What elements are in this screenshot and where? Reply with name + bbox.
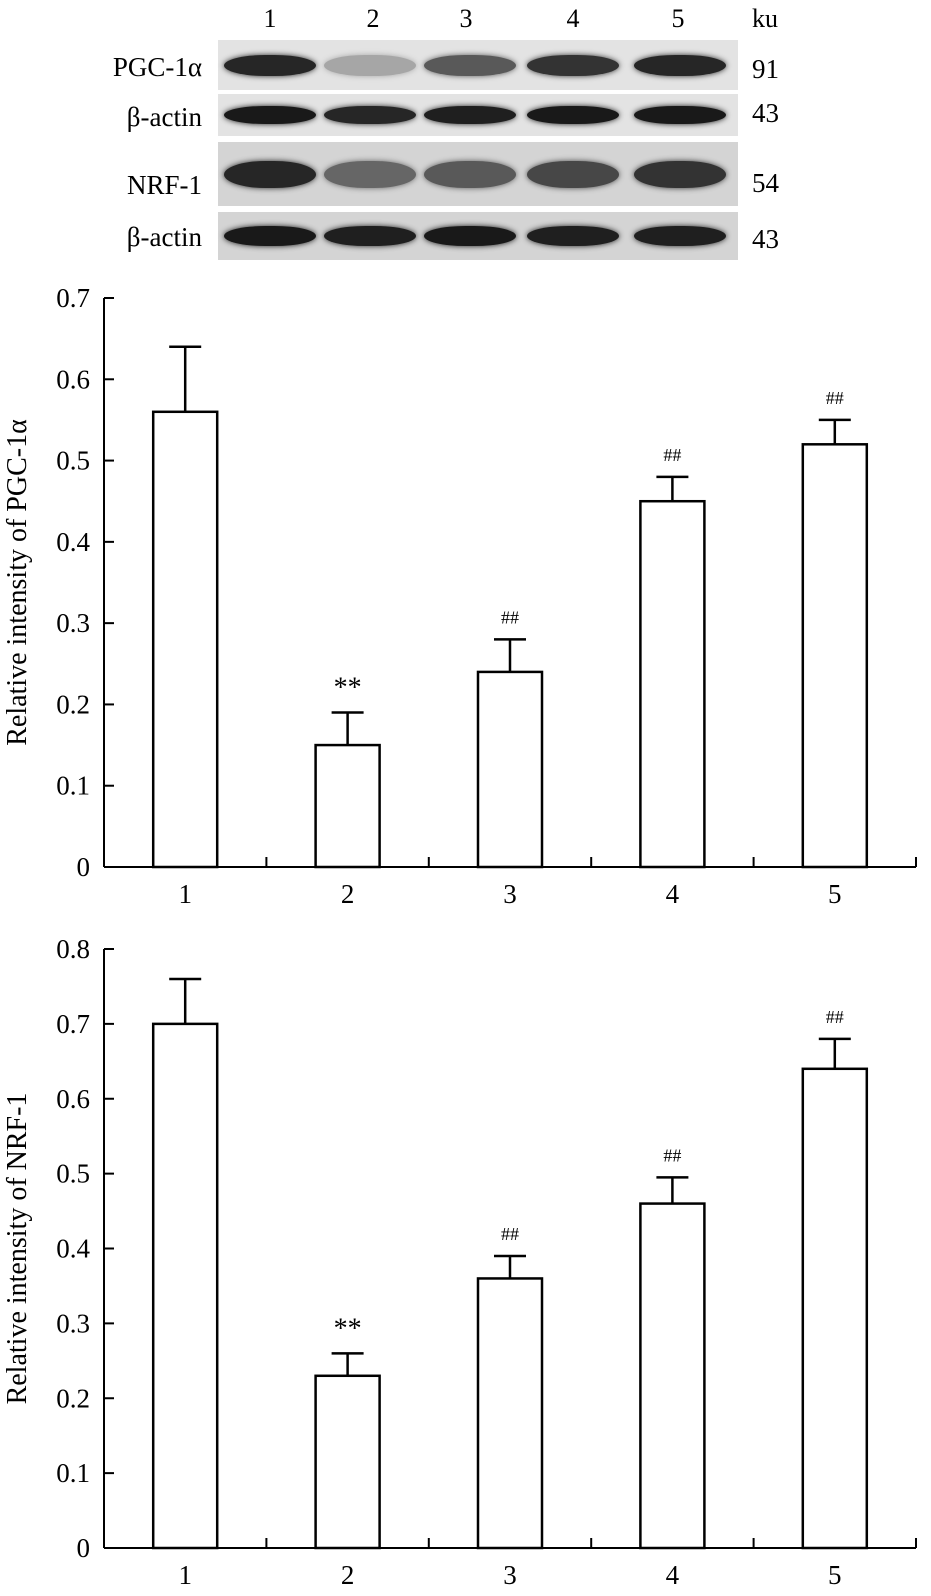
x-tick-label: 5 [828,1560,842,1590]
blot-strip-nrf1 [218,142,738,206]
blot-band [224,106,316,124]
blot-strip-actin-2 [218,212,738,260]
bar [639,1202,706,1550]
significance-label: ** [334,1313,362,1344]
significance-label: ## [663,445,681,465]
x-tick-label: 3 [503,879,517,909]
y-tick-label: 0.7 [56,283,90,313]
blot-band [324,161,416,188]
blot-band [324,226,416,246]
x-tick-label: 1 [178,1560,192,1590]
bar [151,410,219,869]
y-tick-label: 0 [77,1533,91,1563]
blot-band [424,161,516,188]
blot-strip-pgc1a [218,40,738,90]
bar [476,670,544,869]
blot-band [324,55,416,76]
blot-band [527,161,619,188]
y-tick-label: 0.2 [56,1383,90,1413]
blot-band [527,55,619,76]
x-tick-label: 1 [178,879,192,909]
blot-band [224,161,316,188]
molecular-weight-unit: ku [752,4,778,33]
blot-mw-nrf1: 54 [752,168,779,198]
blot-row-label-actin-2: β-actin [126,222,202,252]
blot-mw-actin-1: 43 [752,98,779,128]
significance-label: ## [501,607,519,627]
y-tick-label: 0.4 [56,527,90,557]
pgc1a-bar-chart: 0 0.1 0.2 0.3 0.4 0.5 0.6 0.7 1 2 ** 3 ## 4 ## 5 ## Relat… [2,283,917,909]
blot-band [527,106,619,124]
y-tick-label: 0.8 [56,934,90,964]
blot-band [634,55,726,76]
y-tick-label: 0.2 [56,689,90,719]
bar [151,1022,219,1550]
western-blot-panel: 1 2 3 4 5 ku PGC-1α β-actin NRF-1 β-acti… [0,0,931,280]
x-tick-label: 5 [828,879,842,909]
y-tick-label: 0.5 [56,1159,90,1189]
blot-band [324,106,416,124]
blot-band [634,161,726,188]
x-tick-label: 2 [341,879,355,909]
y-axis-label: Relative intensity of NRF-1 [2,1093,33,1405]
x-tick-label: 3 [503,1560,517,1590]
bar [801,443,869,869]
x-tick-label: 4 [666,1560,680,1590]
bar [476,1277,544,1550]
y-tick-label: 0.3 [56,1308,90,1338]
blot-band [224,55,316,76]
bar [314,1374,381,1550]
blot-band [224,226,316,246]
y-axis-label: Relative intensity of PGC-1α [2,419,33,746]
bar [801,1067,869,1550]
blot-row-label-actin-1: β-actin [126,102,202,132]
nrf1-bar-chart: 0 0.1 0.2 0.3 0.4 0.5 0.6 0.7 0.8 1 2 ** 3 ## 4 ## 5 ## Re… [2,934,917,1590]
blot-band [527,226,619,246]
blot-lane-label-2: 2 [366,4,380,33]
x-tick-label: 2 [341,1560,355,1590]
blot-strip-actin-1 [218,94,738,136]
x-tick-label: 4 [666,879,680,909]
blot-band [424,226,516,246]
y-tick-label: 0.6 [56,1084,90,1114]
y-tick-label: 0.3 [56,608,90,638]
y-tick-label: 0.1 [56,771,90,801]
blot-band [634,106,726,124]
blot-row-label-nrf1: NRF-1 [126,170,202,200]
bar [314,743,381,869]
blot-lane-label-5: 5 [671,4,685,33]
significance-label: ## [826,388,844,408]
y-tick-label: 0.6 [56,364,90,394]
blot-lane-label-1: 1 [263,4,277,33]
bar [639,499,706,869]
y-tick-label: 0.7 [56,1009,90,1039]
y-tick-label: 0.5 [56,446,90,476]
blot-band [424,55,516,76]
blot-lane-label-3: 3 [459,4,473,33]
significance-label: ## [501,1224,519,1244]
blot-mw-pgc1a: 91 [752,54,779,84]
significance-label: ## [663,1145,681,1165]
y-tick-label: 0 [77,852,91,882]
significance-label: ** [334,673,362,704]
blot-lane-label-4: 4 [566,4,580,33]
blot-band [634,226,726,246]
blot-row-label-pgc1a: PGC-1α [112,52,202,82]
y-tick-label: 0.1 [56,1458,90,1488]
y-tick-label: 0.4 [56,1234,90,1264]
blot-band [424,106,516,124]
significance-label: ## [826,1007,844,1027]
blot-mw-actin-2: 43 [752,224,779,254]
